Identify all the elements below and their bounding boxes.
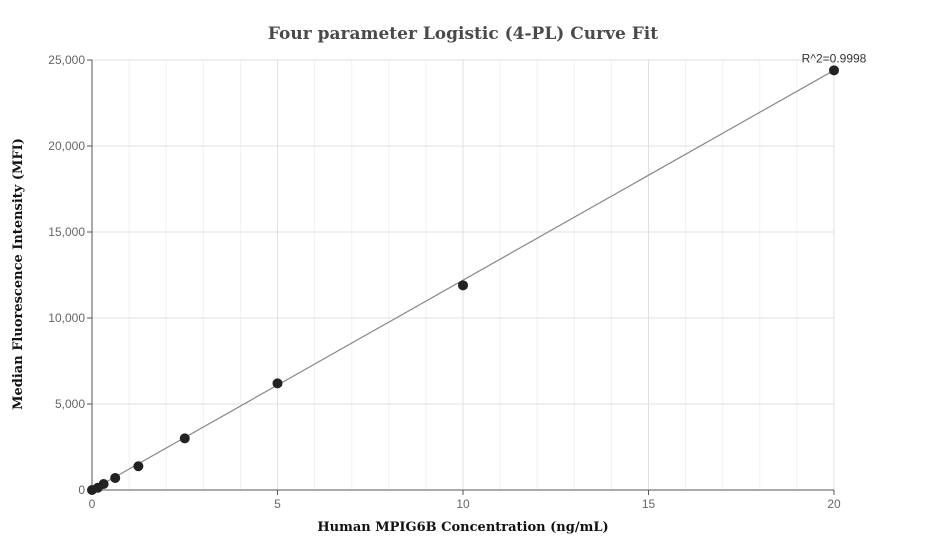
y-axis-title: Median Fluorescence Intensity (MFI) [11,138,26,410]
x-tick-label: 5 [274,497,281,511]
data-point [179,433,190,444]
tick-labels: 0 5 10 15 20 0 5,000 10,000 15,000 20,000 25,000 [48,53,841,511]
x-tick-label: 0 [89,497,96,511]
fit-line [91,69,835,491]
data-point [272,378,283,389]
x-tick-label: 10 [456,497,470,511]
y-tick-label: 20,000 [48,139,85,153]
x-tick-label: 15 [642,497,656,511]
r-squared-annotation: R^2=0.9998 [802,51,867,65]
y-tick-label: 0 [78,483,85,497]
y-tick-label: 5,000 [55,397,85,411]
y-tick-label: 10,000 [48,311,85,325]
data-point [133,461,144,472]
data-points [87,65,839,495]
x-axis-title: Human MPIG6B Concentration (ng/mL) [317,520,608,535]
data-point [98,478,109,489]
y-tick-label: 15,000 [48,225,85,239]
chart-title: Four parameter Logistic (4-PL) Curve Fit [268,24,658,44]
data-point [110,472,121,483]
y-tick-label: 25,000 [48,53,85,67]
grid [92,59,835,490]
data-point [829,65,839,76]
fit-curve [91,69,835,491]
x-tick-label: 20 [827,497,841,511]
axes [87,59,835,495]
data-point [458,280,468,291]
